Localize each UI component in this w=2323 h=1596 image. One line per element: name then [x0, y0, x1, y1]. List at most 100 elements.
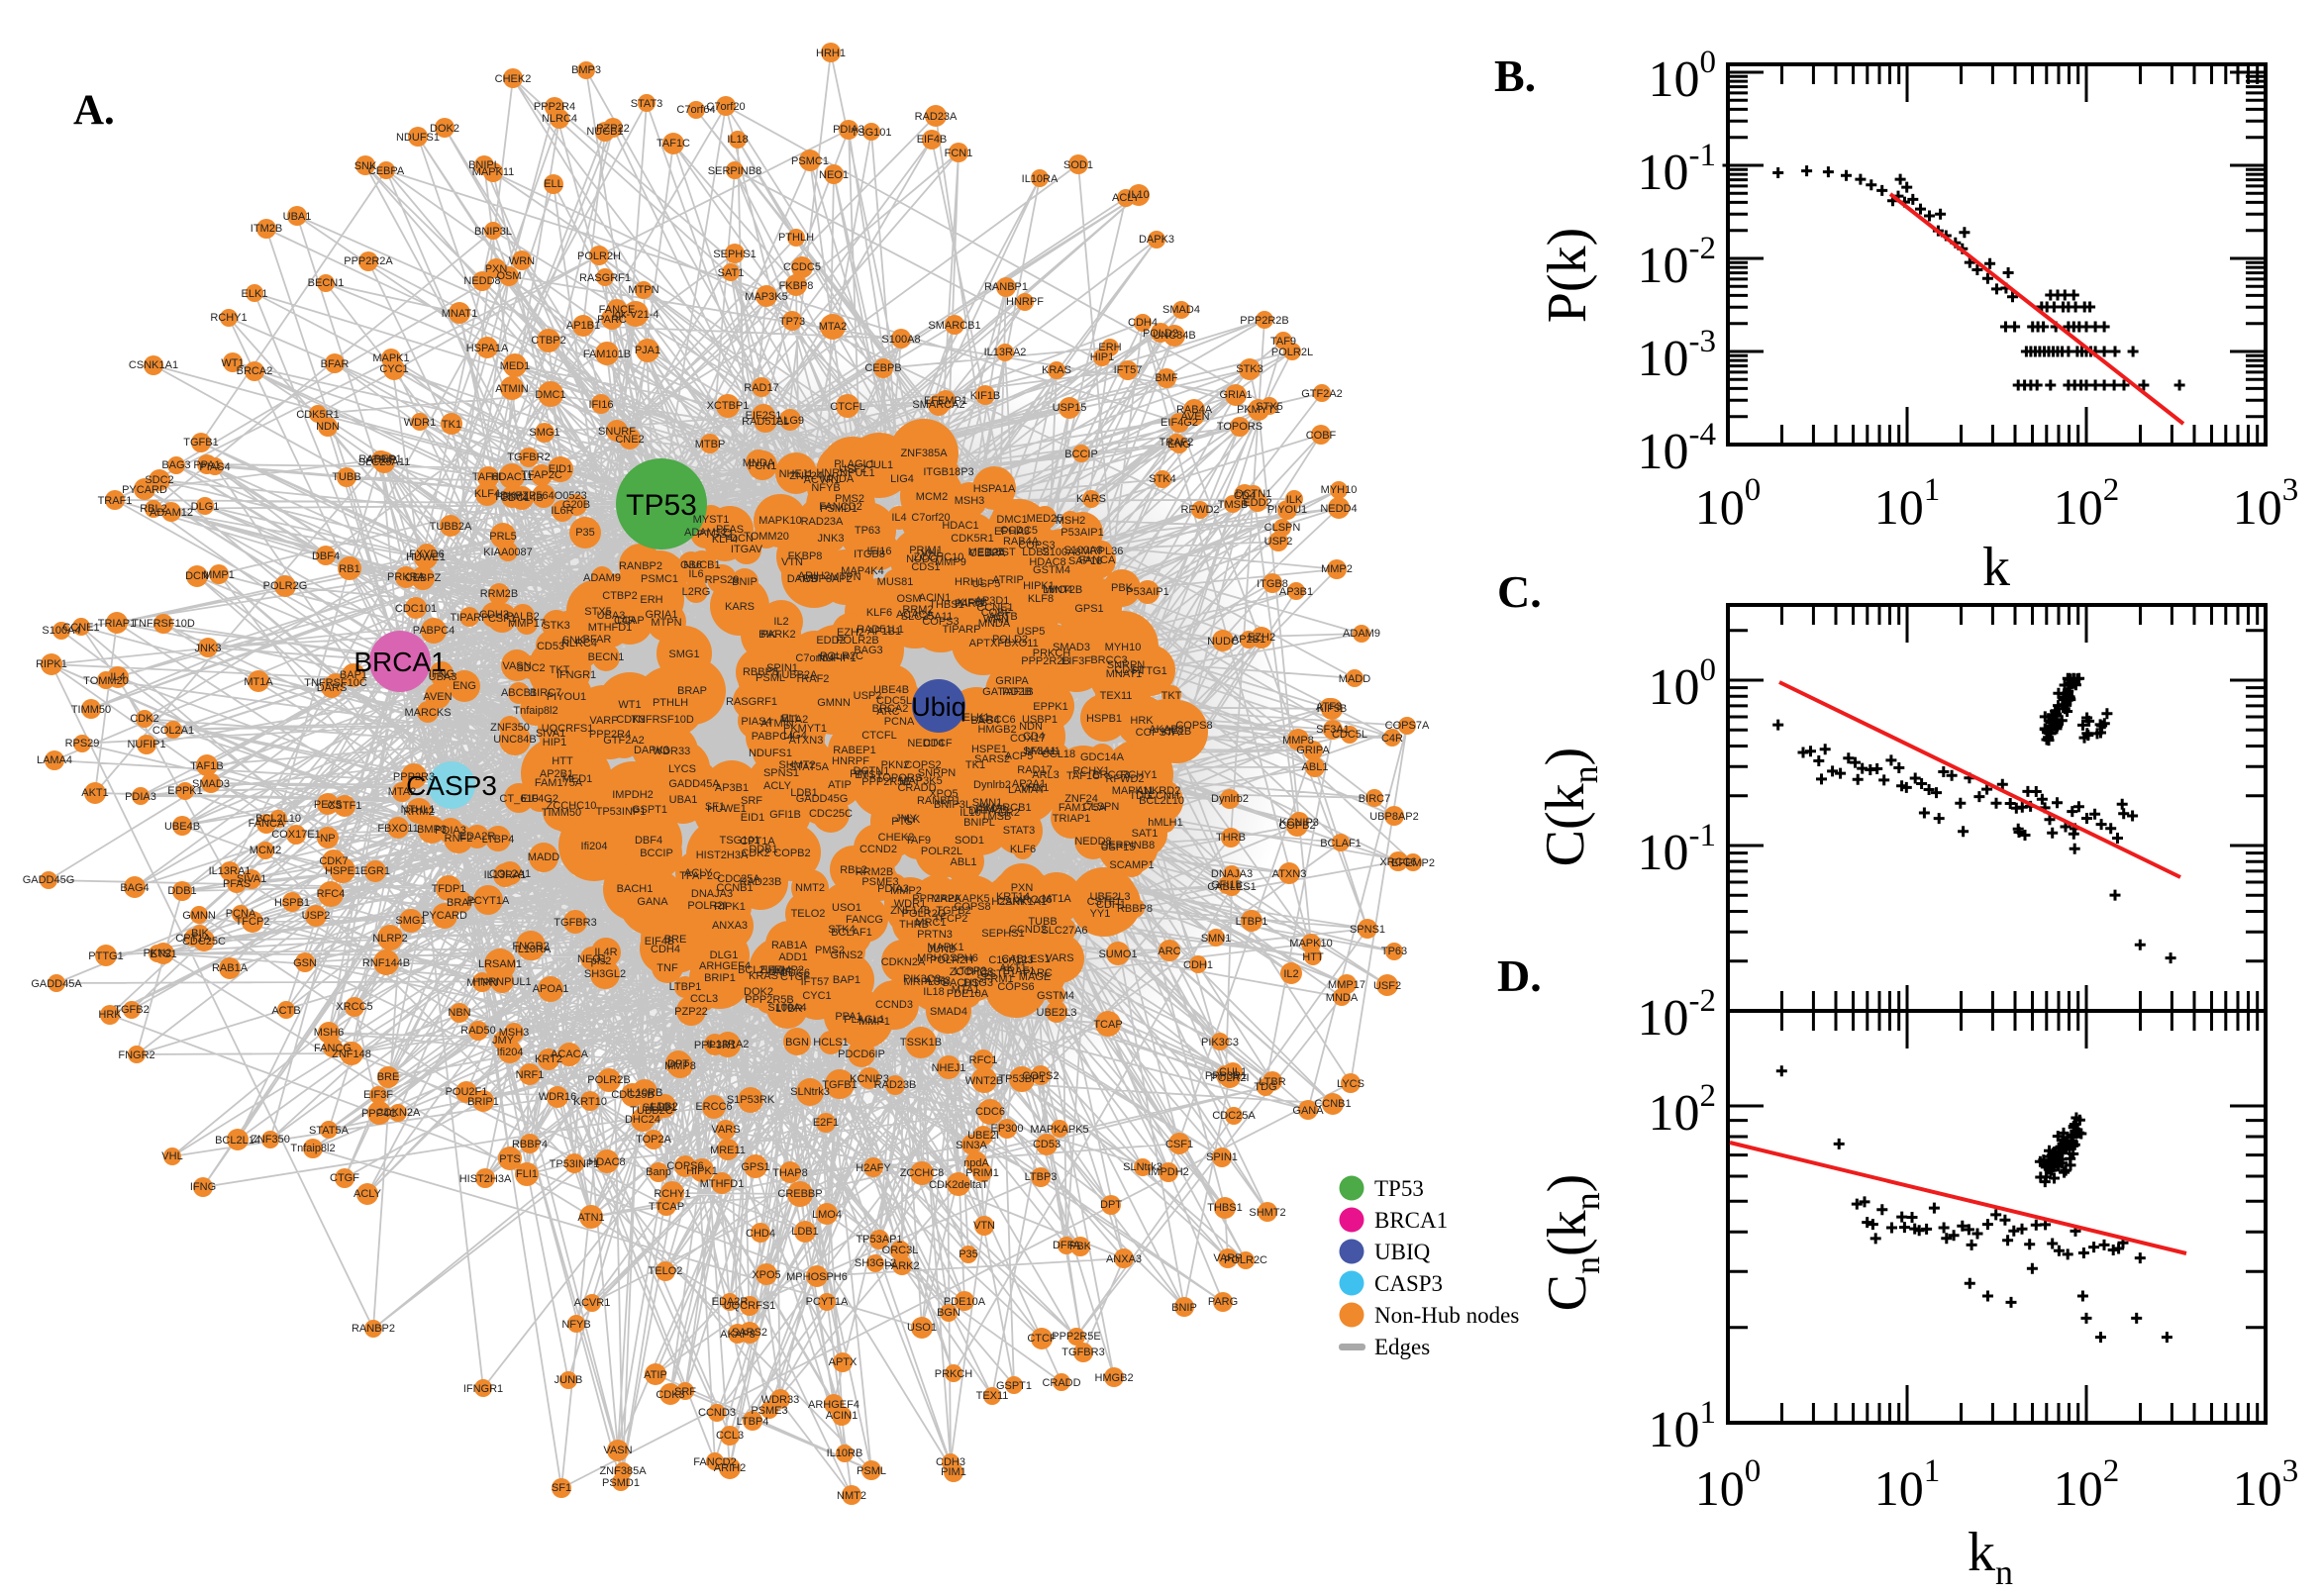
svg-text:HRH1: HRH1: [816, 48, 846, 59]
svg-text:EIF2S1: EIF2S1: [746, 410, 782, 422]
svg-text:ELL: ELL: [781, 713, 801, 725]
svg-text:SLC25A11: SLC25A11: [901, 611, 953, 623]
svg-text:PPP3R1: PPP3R1: [694, 1040, 736, 1051]
svg-text:PDIA3: PDIA3: [435, 825, 466, 837]
svg-text:GSTM4: GSTM4: [1037, 990, 1074, 1002]
svg-text:LYCS: LYCS: [668, 763, 696, 775]
svg-text:S100A4: S100A4: [767, 1002, 806, 1014]
svg-text:CTCFL: CTCFL: [861, 730, 896, 742]
svg-text:H2AFY: H2AFY: [856, 1162, 891, 1174]
svg-text:LAMA4: LAMA4: [1008, 784, 1044, 796]
svg-text:HSPB1: HSPB1: [274, 897, 310, 909]
svg-text:RCHY1: RCHY1: [1120, 769, 1157, 781]
svg-text:MAPKAPK5: MAPKAPK5: [1030, 1124, 1088, 1136]
svg-text:SLC27A6: SLC27A6: [1041, 925, 1087, 937]
svg-text:POLR2H: POLR2H: [930, 954, 973, 966]
svg-text:RIPK1: RIPK1: [36, 658, 67, 670]
svg-text:AP2A1: AP2A1: [1012, 778, 1046, 790]
svg-text:MSH6: MSH6: [314, 1027, 345, 1039]
svg-text:MAPK11: MAPK11: [1112, 785, 1155, 797]
svg-text:NTHL1: NTHL1: [401, 804, 436, 816]
svg-text:TCAP: TCAP: [1093, 1019, 1122, 1031]
svg-text:LTBP1: LTBP1: [669, 981, 702, 993]
svg-text:TMSB: TMSB: [981, 811, 1012, 823]
svg-text:TRAF2: TRAF2: [1160, 437, 1194, 449]
svg-text:KLF6: KLF6: [866, 607, 892, 619]
svg-text:GTF2A2: GTF2A2: [603, 735, 645, 747]
svg-text:PRKCH: PRKCH: [935, 1368, 973, 1380]
svg-text:PIAS4: PIAS4: [199, 461, 230, 473]
svg-text:PTTG1: PTTG1: [1132, 665, 1166, 677]
svg-text:NEDD4: NEDD4: [907, 738, 944, 749]
svg-text:TIPARP: TIPARP: [943, 624, 981, 636]
svg-text:AP3B1: AP3B1: [1279, 586, 1313, 598]
svg-text:XPO5: XPO5: [929, 788, 958, 800]
svg-text:CUL1: CUL1: [865, 459, 893, 471]
svg-text:DARS: DARS: [787, 573, 818, 585]
svg-text:LDB1: LDB1: [790, 787, 818, 799]
svg-text:MT1A: MT1A: [1042, 893, 1071, 905]
svg-text:CDK5R1: CDK5R1: [951, 533, 993, 545]
svg-text:THRB: THRB: [899, 919, 929, 931]
svg-text:ATIP: ATIP: [644, 1369, 667, 1381]
svg-text:PTS: PTS: [499, 1153, 520, 1165]
svg-text:PTGS2: PTGS2: [697, 529, 733, 541]
svg-text:HIPK1: HIPK1: [686, 1165, 718, 1177]
svg-text:BAG3: BAG3: [854, 645, 882, 656]
svg-text:MYH10: MYH10: [1321, 484, 1358, 496]
svg-text:BRCA1: BRCA1: [1374, 1208, 1448, 1233]
svg-text:ERCC6: ERCC6: [695, 1101, 732, 1113]
svg-text:H2AFY: H2AFY: [991, 896, 1027, 908]
svg-text:DOK2: DOK2: [430, 123, 459, 135]
svg-text:MTPN: MTPN: [651, 617, 681, 629]
svg-text:TSG101: TSG101: [720, 835, 760, 847]
svg-text:ATRIP: ATRIP: [365, 454, 397, 466]
svg-text:CD4: CD4: [1234, 490, 1256, 502]
svg-text:RRM2: RRM2: [403, 806, 434, 818]
svg-text:ADD1: ADD1: [778, 951, 807, 963]
svg-text:KARS: KARS: [725, 601, 755, 613]
svg-text:PPP3R1: PPP3R1: [1205, 1070, 1247, 1082]
svg-text:UQCRFS1: UQCRFS1: [542, 723, 594, 735]
svg-text:ZNF350: ZNF350: [490, 722, 530, 734]
svg-text:KIAA0087: KIAA0087: [483, 547, 533, 558]
svg-text:ABL1: ABL1: [951, 856, 977, 868]
svg-text:RFWD2: RFWD2: [1105, 773, 1144, 785]
svg-text:CTCF: CTCF: [923, 738, 953, 749]
svg-text:TRAF2: TRAF2: [795, 673, 830, 685]
svg-text:CTBP2: CTBP2: [602, 590, 637, 602]
svg-text:APTX: APTX: [969, 638, 998, 649]
svg-text:DCTN1: DCTN1: [1236, 488, 1272, 500]
svg-text:COPS3: COPS3: [922, 616, 959, 628]
svg-text:S100A8: S100A8: [1042, 547, 1080, 558]
svg-text:IL6R: IL6R: [551, 505, 573, 517]
svg-text:MSH2: MSH2: [1056, 515, 1086, 527]
svg-text:CDH4: CDH4: [1128, 317, 1158, 329]
svg-text:LTBP3: LTBP3: [955, 965, 987, 977]
svg-text:PZP22: PZP22: [596, 123, 630, 135]
svg-text:CDS1: CDS1: [1114, 664, 1143, 676]
svg-text:PIYOU1: PIYOU1: [547, 691, 586, 703]
svg-text:TRAF1: TRAF1: [98, 495, 133, 507]
svg-text:ACVR1: ACVR1: [574, 1297, 611, 1309]
svg-text:ZNF24: ZNF24: [1064, 793, 1098, 805]
svg-text:MMP2: MMP2: [890, 885, 922, 897]
svg-text:ZNF385A: ZNF385A: [599, 1465, 647, 1477]
svg-text:USO1: USO1: [832, 902, 861, 914]
svg-text:KRT14: KRT14: [996, 891, 1030, 903]
svg-text:ITGB8: ITGB8: [1257, 578, 1288, 590]
svg-text:TKT: TKT: [550, 664, 570, 676]
svg-text:BNIP3L: BNIP3L: [474, 226, 512, 238]
svg-text:FKBP8: FKBP8: [788, 550, 823, 562]
svg-text:HSPE1: HSPE1: [325, 865, 360, 877]
svg-text:DBF4: DBF4: [635, 835, 662, 847]
svg-text:SOD1: SOD1: [1063, 159, 1093, 171]
svg-text:ARHGEF4: ARHGEF4: [699, 960, 751, 972]
svg-text:CDS1: CDS1: [911, 561, 940, 573]
svg-text:DOK2: DOK2: [744, 986, 773, 998]
svg-text:MARCKS: MARCKS: [404, 707, 451, 719]
svg-text:LRSAM1: LRSAM1: [478, 958, 522, 970]
svg-text:GSTM4: GSTM4: [1033, 564, 1070, 576]
svg-text:TP53INP1: TP53INP1: [596, 806, 647, 818]
svg-text:EID1: EID1: [549, 463, 572, 475]
